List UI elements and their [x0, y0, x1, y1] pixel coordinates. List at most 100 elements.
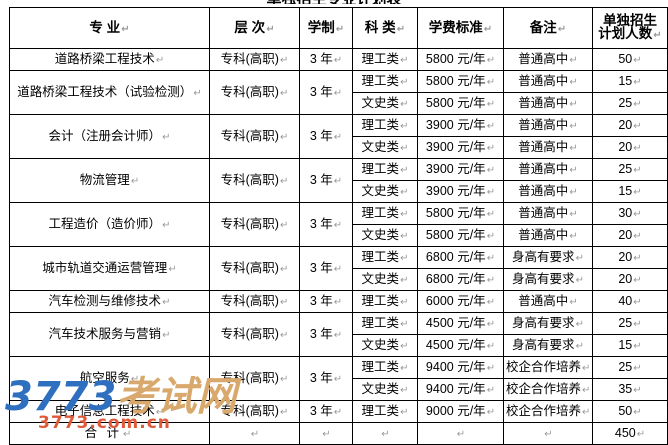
pilcrow-mark: ↵ — [486, 384, 496, 396]
header-label-plan-line2: 计划人数 — [598, 26, 653, 41]
cell-note-text: 普通高中 — [518, 293, 569, 308]
pilcrow-mark: ↵ — [400, 296, 409, 308]
cell-level-text: 专科(高职) — [220, 172, 279, 187]
pilcrow-mark: ↵ — [633, 54, 642, 66]
cell-note-text: 普通高中 — [518, 95, 569, 110]
cell-plan-count-text: 15 — [618, 183, 633, 198]
pilcrow-mark: ↵ — [633, 230, 642, 242]
cell-years-text: 3 年 — [309, 326, 333, 341]
pilcrow-mark: ↵ — [168, 263, 177, 275]
pilcrow-mark: ↵ — [653, 30, 662, 41]
cell-category: 文史类↵ — [352, 268, 418, 291]
pilcrow-mark: ↵ — [486, 98, 496, 110]
column-header-plan: 单独招生 计划人数↵ — [592, 7, 668, 49]
cell-plan-count: 20↵ — [592, 246, 668, 269]
pilcrow-mark: ↵ — [162, 219, 171, 231]
cell-note: 身高有要求↵ — [503, 312, 593, 335]
cell-total-plan-count: 450↵ — [592, 422, 668, 445]
pilcrow-mark: ↵ — [557, 23, 567, 35]
header-label-plan-line1: 单独招生 — [603, 13, 657, 28]
pilcrow-mark: ↵ — [400, 98, 409, 110]
cell-years-text: 3 年 — [309, 370, 333, 385]
pilcrow-mark: ↵ — [400, 340, 409, 352]
cell-plan-count-text: 50 — [618, 51, 633, 66]
cell-note-text: 普通高中 — [518, 227, 569, 242]
cell-total-category: ↵ — [352, 422, 418, 445]
pilcrow-mark: ↵ — [400, 318, 409, 330]
pilcrow-mark: ↵ — [575, 318, 584, 330]
cell-level: 专科(高职)↵ — [209, 356, 300, 401]
pilcrow-mark: ↵ — [123, 428, 135, 440]
cell-fee: 3900 元/年↵ — [417, 136, 504, 159]
cell-major-text: 航空服务 — [79, 370, 130, 385]
cell-fee-text: 5800 元/年 — [425, 51, 486, 66]
cell-fee: 6000 元/年↵ — [417, 290, 504, 313]
cell-note-text: 身高有要求 — [512, 337, 575, 352]
cell-note: 普通高中↵ — [503, 224, 593, 247]
pilcrow-mark: ↵ — [633, 142, 642, 154]
pilcrow-mark: ↵ — [162, 329, 171, 341]
pilcrow-mark: ↵ — [400, 384, 409, 396]
cell-plan-count: 20↵ — [592, 136, 668, 159]
cell-note-text: 普通高中 — [518, 117, 569, 132]
cell-plan-count-text: 15 — [618, 73, 633, 88]
pilcrow-mark: ↵ — [279, 296, 289, 308]
pilcrow-mark: ↵ — [333, 329, 343, 341]
cell-note: 普通高中↵ — [503, 48, 593, 71]
pilcrow-mark: ↵ — [569, 98, 578, 110]
column-header-fee: 学费标准↵ — [417, 7, 504, 49]
cell-note: 校企合作培养↵ — [503, 356, 593, 379]
cell-total-label: 合 计↵ — [9, 422, 210, 445]
pilcrow-mark: ↵ — [279, 406, 289, 418]
cell-category: 文史类↵ — [352, 180, 418, 203]
cell-plan-count: 30↵ — [592, 202, 668, 225]
cell-note: 普通高中↵ — [503, 136, 593, 159]
cell-plan-count: 25↵ — [592, 158, 668, 181]
pilcrow-mark: ↵ — [279, 329, 289, 341]
cell-category: 理工类↵ — [352, 246, 418, 269]
table-row: 工程造价（造价师）↵ 专科(高职)↵ 3 年↵ 理工类↵ 5800 元/年↵ 普通高中↵ 3… — [9, 202, 668, 247]
pilcrow-mark: ↵ — [483, 23, 493, 35]
cell-note: 身高有要求↵ — [503, 268, 593, 291]
cell-total-level: ↵ — [209, 422, 300, 445]
cell-category-text: 文史类 — [361, 337, 400, 352]
cell-fee-text: 9000 元/年 — [425, 403, 486, 418]
cell-major-text: 电子信息工程技术 — [54, 403, 155, 418]
cell-category: 理工类↵ — [352, 158, 418, 181]
column-header-years: 学制↵ — [299, 7, 353, 49]
table-body: 道路桥梁工程技术↵ 专科(高职)↵ 3 年↵ 理工类↵ 5800 元/年↵ 普通高中↵ 50… — [9, 48, 668, 445]
cell-fee-text: 3900 元/年 — [425, 161, 486, 176]
cell-level-text: 专科(高职) — [220, 84, 279, 99]
pilcrow-mark: ↵ — [633, 186, 642, 198]
cell-level-text: 专科(高职) — [220, 260, 279, 275]
cell-fee: 9000 元/年↵ — [417, 400, 504, 423]
cell-fee: 5800 元/年↵ — [417, 48, 504, 71]
cell-fee-text: 5800 元/年 — [425, 205, 486, 220]
cell-plan-count-text: 25 — [618, 315, 633, 330]
cell-category: 理工类↵ — [352, 70, 418, 93]
table-row: 物流管理↵ 专科(高职)↵ 3 年↵ 理工类↵ 3900 元/年↵ 普通高中↵ 25↵ — [9, 158, 668, 203]
cell-level-text: 专科(高职) — [220, 326, 279, 341]
cell-fee-text: 9400 元/年 — [425, 359, 486, 374]
cell-fee: 9400 元/年↵ — [417, 378, 504, 401]
pilcrow-mark: ↵ — [400, 362, 409, 374]
pilcrow-mark: ↵ — [396, 23, 406, 35]
pilcrow-mark: ↵ — [130, 175, 140, 187]
cell-level: 专科(高职)↵ — [209, 48, 300, 71]
table-row: 会计（注册会计师）↵ 专科(高职)↵ 3 年↵ 理工类↵ 3900 元/年↵ 普通高中↵ 2… — [9, 114, 668, 159]
cell-fee: 4500 元/年↵ — [417, 312, 504, 335]
cell-note-text: 普通高中 — [518, 51, 569, 66]
cell-note: 普通高中↵ — [503, 158, 593, 181]
cell-category: 理工类↵ — [352, 202, 418, 225]
cell-category: 理工类↵ — [352, 114, 418, 137]
cell-fee-text: 3900 元/年 — [425, 139, 486, 154]
cell-major: 道路桥梁工程技术↵ — [9, 48, 210, 71]
cell-years: 3 年↵ — [299, 114, 353, 159]
pilcrow-mark: ↵ — [633, 98, 642, 110]
cell-note: 普通高中↵ — [503, 180, 593, 203]
pilcrow-mark: ↵ — [575, 252, 584, 264]
cell-category-text: 理工类 — [361, 249, 400, 264]
header-label-note: 备注 — [529, 19, 557, 35]
pilcrow-mark: ↵ — [633, 384, 642, 396]
